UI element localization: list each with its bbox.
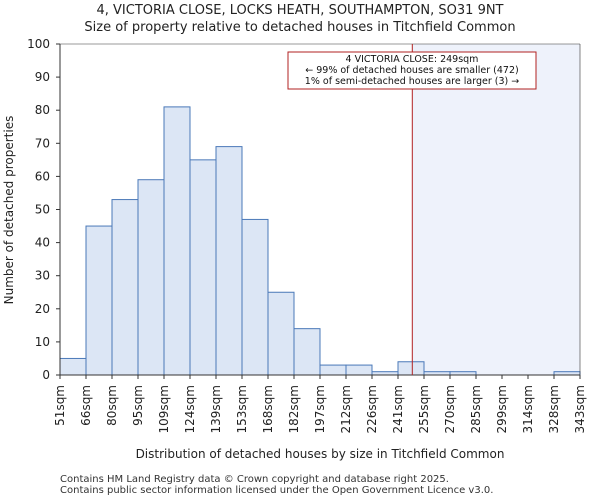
x-tick-label-212sqm: 212sqm [339,385,353,433]
chart-title: 4, VICTORIA CLOSE, LOCKS HEATH, SOUTHAMP… [96,3,504,18]
bar-80sqm [111,199,139,376]
y-tick-label-30: 30 [35,269,50,283]
bar-66sqm [85,225,113,376]
x-tick-label-343sqm: 343sqm [573,385,587,433]
bar-241sqm [397,361,425,376]
y-tick-label-0: 0 [42,368,50,382]
x-tick-label-168sqm: 168sqm [261,385,275,433]
y-tick-label-80: 80 [35,103,50,117]
x-tick-label-226sqm: 226sqm [365,385,379,433]
x-tick-label-328sqm: 328sqm [547,385,561,433]
x-tick-label-51sqm: 51sqm [53,385,67,426]
x-tick-label-139sqm: 139sqm [209,385,223,433]
x-axis-label: Distribution of detached houses by size … [136,447,505,461]
bar-168sqm [267,291,295,376]
annotation-line-1: 4 VICTORIA CLOSE: 249sqm [346,54,479,65]
bar-182sqm [293,328,321,376]
y-tick-label-100: 100 [27,37,50,51]
x-tick-label-66sqm: 66sqm [79,385,93,426]
bar-197sqm [319,364,347,376]
x-tick-label-270sqm: 270sqm [443,385,457,433]
x-tick-label-124sqm: 124sqm [183,385,197,433]
x-tick-label-95sqm: 95sqm [131,385,145,426]
x-tick-label-285sqm: 285sqm [469,385,483,433]
y-tick-label-60: 60 [35,169,50,183]
y-tick-label-70: 70 [35,136,50,150]
x-tick-label-197sqm: 197sqm [313,385,327,433]
bar-153sqm [241,218,269,376]
bar-109sqm [163,106,191,376]
footer-copyright: Contains HM Land Registry data © Crown c… [60,474,449,485]
y-tick-label-10: 10 [35,335,50,349]
bar-124sqm [189,159,217,376]
y-tick-label-50: 50 [35,203,50,217]
footer-licence: Contains public sector information licen… [60,485,494,496]
x-tick-label-241sqm: 241sqm [391,385,405,433]
chart-subtitle: Size of property relative to detached ho… [84,20,516,35]
x-tick-label-153sqm: 153sqm [235,385,249,433]
bar-139sqm [215,146,243,376]
annotation-line-2: ← 99% of detached houses are smaller (47… [305,65,518,76]
x-tick-label-80sqm: 80sqm [105,385,119,426]
bar-95sqm [137,179,165,376]
x-tick-label-109sqm: 109sqm [157,385,171,433]
x-tick-label-255sqm: 255sqm [417,385,431,433]
x-tick-label-182sqm: 182sqm [287,385,301,433]
y-tick-label-40: 40 [35,236,50,250]
y-tick-label-20: 20 [35,302,50,316]
x-tick-label-299sqm: 299sqm [495,385,509,433]
bar-51sqm [59,357,87,376]
histogram-chart: 0 10 20 30 40 50 60 70 80 90 100 51sqm 66sqm 80sqm 95s… [2,37,587,461]
annotation-line-3: 1% of semi-detached houses are larger (3… [305,76,519,87]
bar-212sqm [345,364,373,376]
x-tick-label-314sqm: 314sqm [521,385,535,433]
y-tick-label-90: 90 [35,70,50,84]
larger-region-shade [412,44,580,375]
y-axis-label: Number of detached properties [2,116,16,305]
annotation-box [287,51,537,90]
